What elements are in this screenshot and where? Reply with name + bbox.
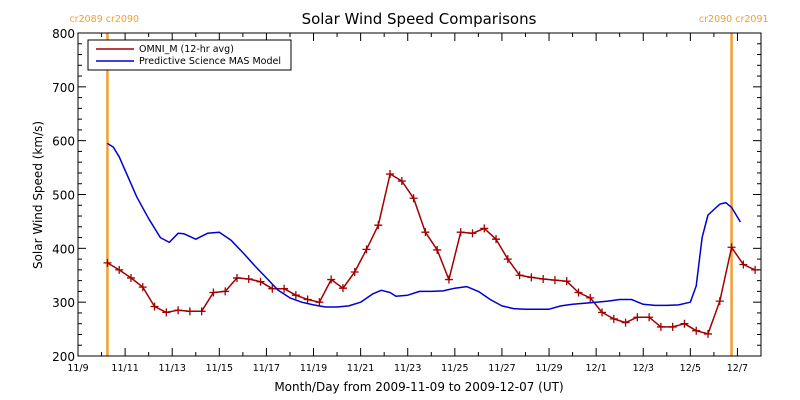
data-point-marker [232,273,241,282]
data-point-marker [291,291,300,300]
data-point-marker [433,245,442,254]
data-point-marker [621,318,630,327]
y-axis-label: Solar Wind Speed (km/s) [31,121,45,269]
data-point-marker [468,229,477,238]
data-point-marker [103,258,112,267]
data-point-marker [256,277,265,286]
data-point-marker [374,221,383,230]
axes: 200 300 400 500 600 700 800 11/9 11/11 11/13 11/15… [52,27,761,374]
data-point-marker [656,322,665,331]
x-tick-label: 11/25 [441,363,468,374]
data-point-marker [362,245,371,254]
data-point-marker [562,277,571,286]
data-point-marker [503,255,512,264]
legend-label-omni: OMNI_M (12-hr avg) [139,44,234,55]
x-tick-label: 11/21 [347,363,374,374]
series-layer [103,142,760,338]
legend: OMNI_M (12-hr avg) Predictive Science MA… [87,39,292,71]
data-point-marker [645,313,654,322]
y-tick-label: 800 [52,27,75,41]
data-point-marker [126,273,135,282]
data-point-marker [586,293,595,302]
x-axis-label: Month/Day from 2009-11-09 to 2009-12-07 … [274,380,563,394]
x-tick-label: 11/13 [159,363,186,374]
data-point-marker [338,284,347,293]
data-point-marker [138,283,147,292]
data-point-marker [327,275,336,284]
data-point-marker [692,326,701,335]
x-tick-label: 12/7 [727,363,748,374]
data-point-marker [209,288,218,297]
data-point-marker [303,295,312,304]
data-point-marker [386,170,395,179]
data-point-marker [668,322,677,331]
data-point-marker [550,276,559,285]
y-tick-label: 400 [52,242,75,256]
data-point-marker [727,243,736,252]
data-point-marker [715,297,724,306]
data-point-marker [221,287,230,296]
series-line-1 [107,142,742,310]
data-point-marker [515,271,524,280]
y-tick-label: 300 [52,296,75,310]
y-tick-label: 500 [52,189,75,203]
data-point-marker [150,302,159,311]
rotation-marker-label: cr2089 cr2090 [69,14,139,25]
data-point-marker [350,268,359,277]
data-point-marker [244,275,253,284]
data-point-marker [397,177,406,186]
legend-box [87,39,292,71]
data-point-marker [527,273,536,282]
data-point-marker [633,313,642,322]
data-point-marker [185,307,194,316]
x-tick-label: 11/15 [206,363,233,374]
data-point-marker [680,319,689,328]
data-point-marker [315,298,324,307]
x-tick-label: 11/23 [394,363,421,374]
data-point-marker [280,284,289,293]
data-point-marker [197,307,206,316]
data-point-marker [268,284,277,293]
y-tick-label: 600 [52,135,75,149]
x-tick-label: 11/19 [300,363,327,374]
data-point-marker [174,306,183,315]
data-point-marker [480,224,489,233]
x-tick-label: 12/3 [633,363,654,374]
legend-label-mas: Predictive Science MAS Model [139,56,281,67]
x-tick-label: 12/5 [680,363,701,374]
data-point-marker [609,314,618,323]
data-point-marker [456,228,465,237]
x-tick-label: 11/17 [253,363,280,374]
rotation-markers: cr2089 cr2090 cr2090 cr2091 [69,14,769,356]
data-point-marker [704,329,713,338]
x-tick-label: 11/11 [111,363,138,374]
data-point-marker [444,275,453,284]
data-point-marker [409,194,418,203]
x-tick-label: 11/29 [535,363,562,374]
data-point-marker [421,228,430,237]
data-point-marker [492,235,501,244]
data-point-marker [598,308,607,317]
x-tick-label: 12/1 [585,363,606,374]
data-point-marker [115,265,124,274]
y-tick-label: 700 [52,81,75,95]
data-point-marker [162,308,171,317]
data-point-marker [539,275,548,284]
x-tick-label: 11/27 [488,363,515,374]
x-tick-label: 11/9 [67,363,88,374]
y-tick-label: 200 [52,350,75,364]
data-point-marker [739,260,748,269]
chart-title: Solar Wind Speed Comparisons [302,10,537,28]
rotation-marker-label: cr2090 cr2091 [699,14,769,25]
data-point-marker [574,288,583,297]
